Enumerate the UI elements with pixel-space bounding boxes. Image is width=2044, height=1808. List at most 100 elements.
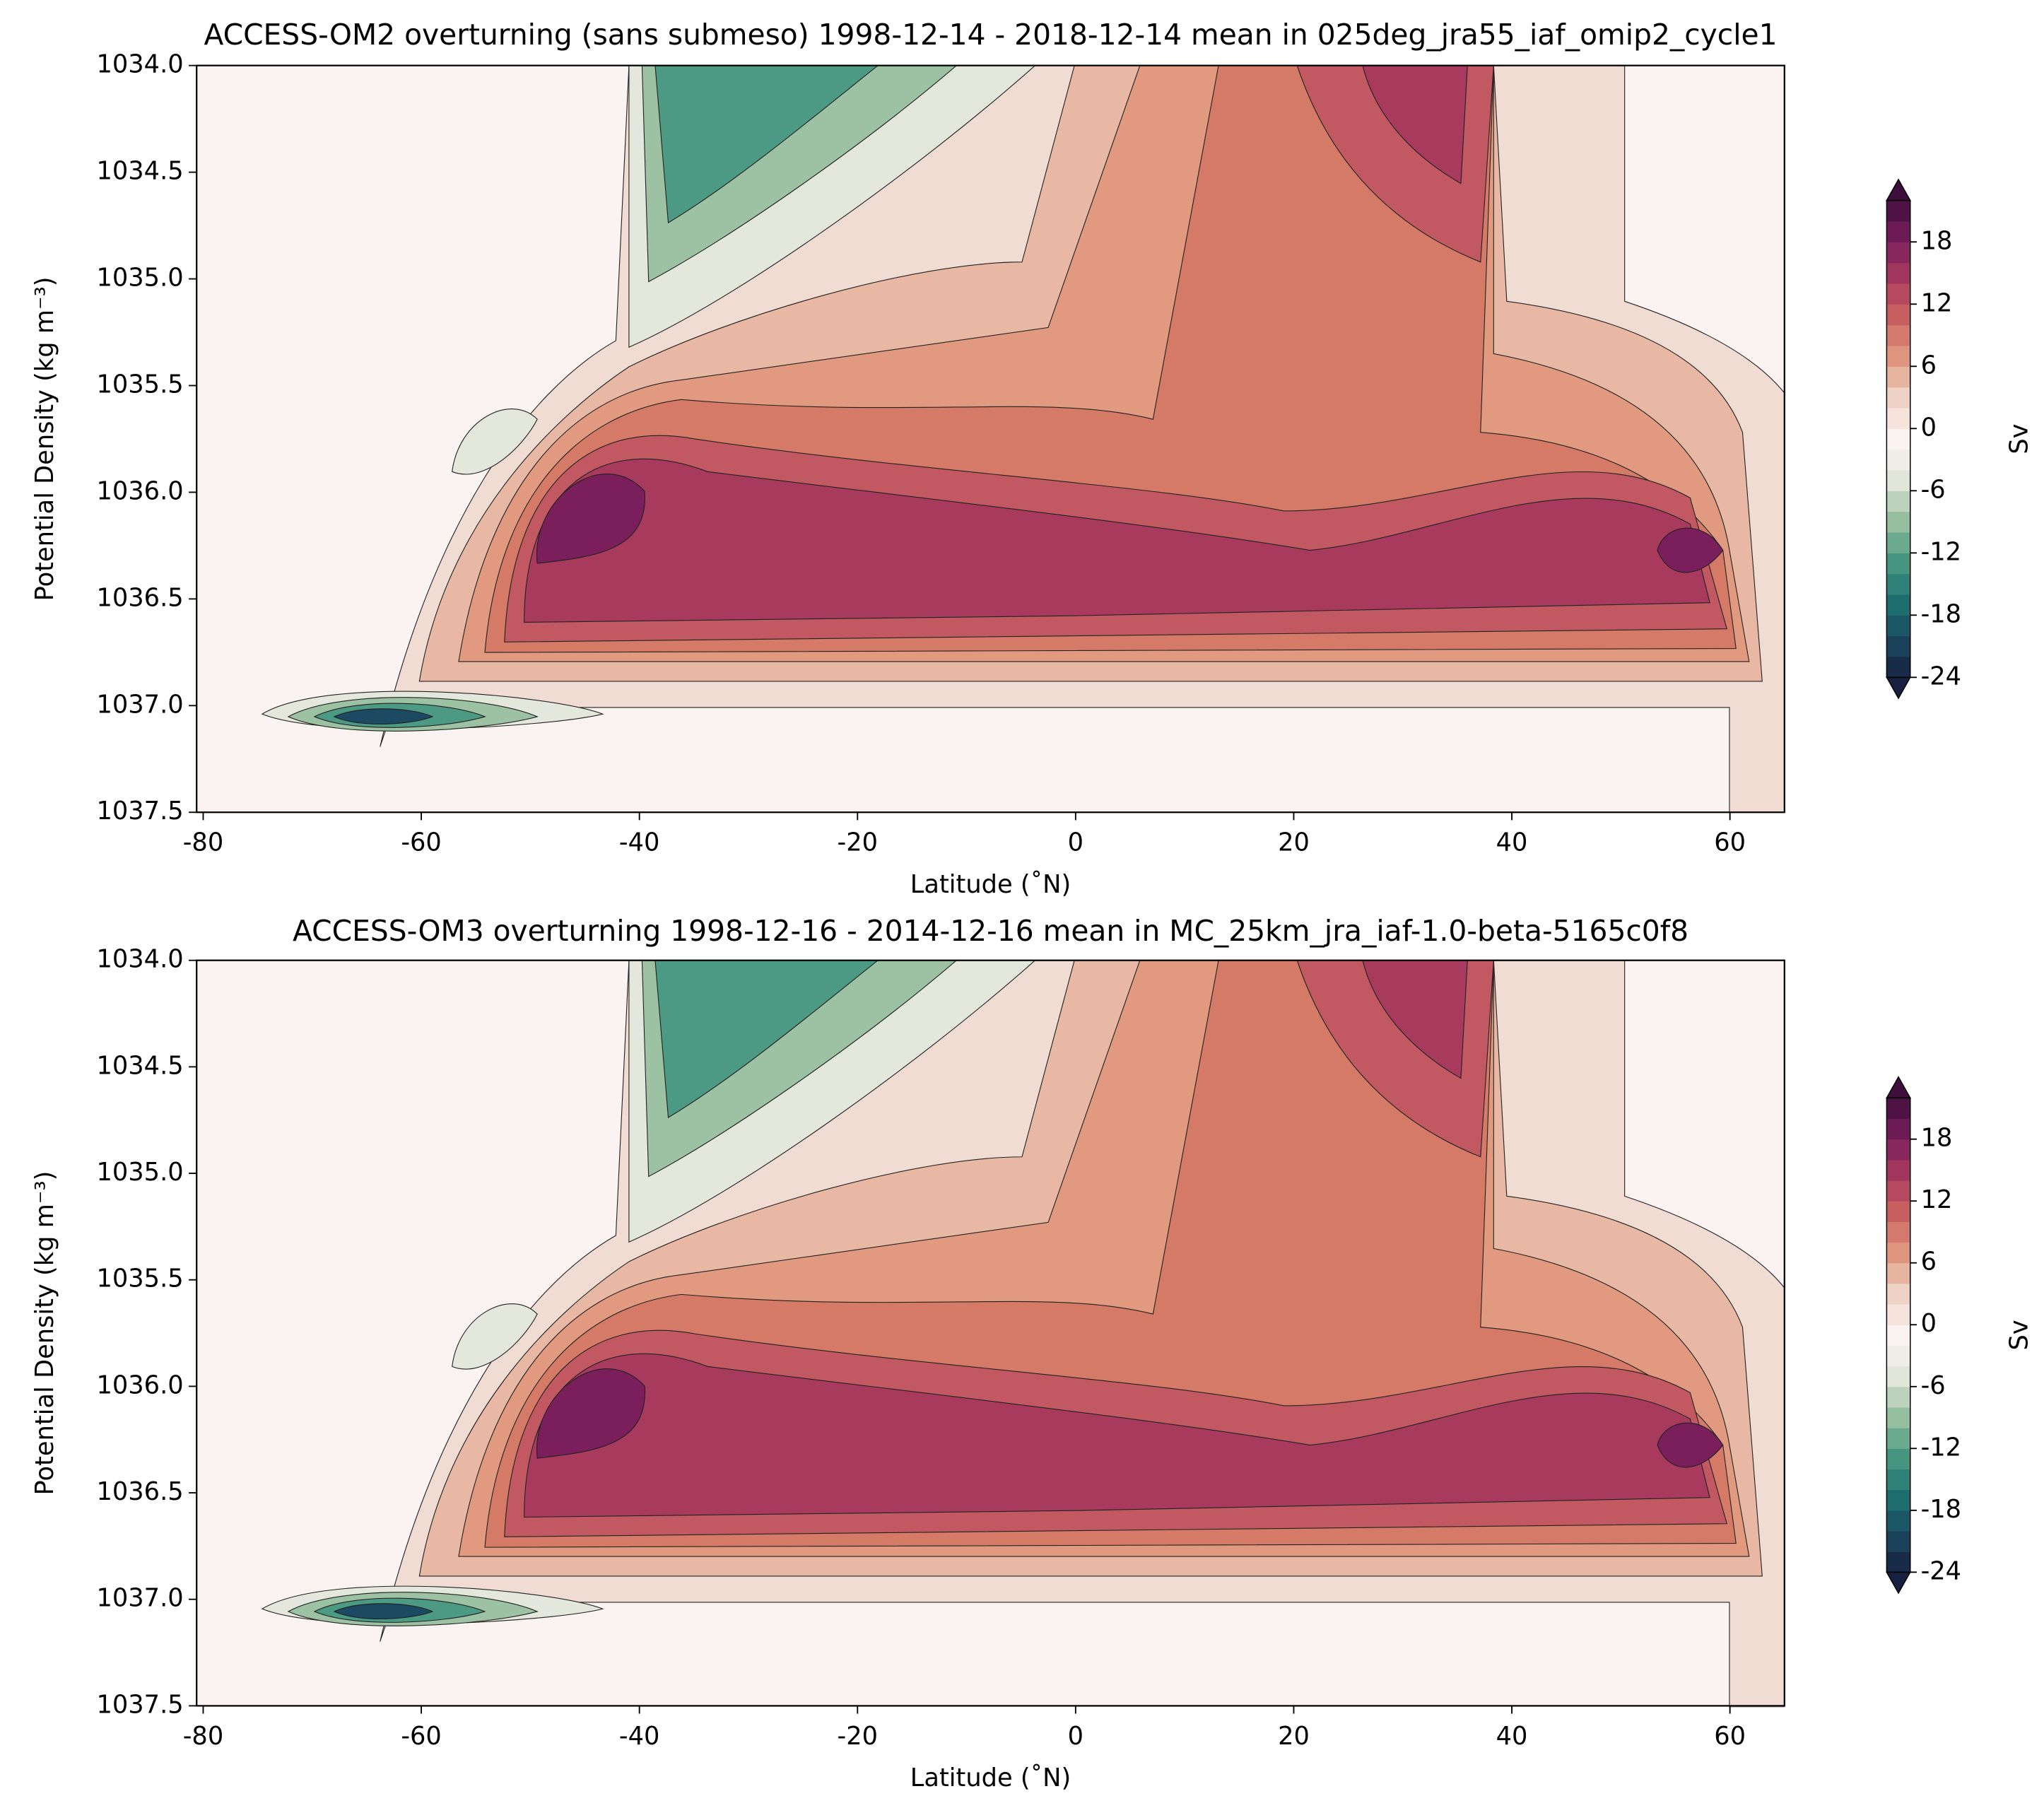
colorbar-tick-label: 12 [1921,288,1953,317]
colorbar-tick-label: 18 [1921,1124,1953,1153]
x-tick-label: 0 [1068,828,1083,857]
y-tick-label: 1034.5 [96,157,183,186]
colorbar-tick-label: 0 [1921,1309,1937,1338]
colorbar-segment [1886,1262,1910,1284]
x-tick-label: -40 [619,1722,660,1751]
x-tick-label: -60 [401,1722,442,1751]
colorbar-segment [1886,1469,1910,1491]
colorbar-segment [1886,491,1910,512]
colorbar-tick-label: -12 [1921,1433,1962,1462]
colorbar-segment [1886,615,1910,637]
axes-frame [196,64,1785,814]
colorbar-tick-label: -24 [1921,662,1962,691]
x-tick-label: 40 [1496,1722,1528,1751]
colorbar-segment [1886,428,1910,450]
colorbar-extend [1886,1076,1912,1099]
colorbar-segment [1886,1201,1910,1222]
colorbar-segment [1886,1098,1910,1120]
colorbar-segment [1886,407,1910,429]
colorbar-segment [1886,304,1910,326]
colorbar-segment [1886,387,1910,409]
colorbar-segment [1886,1551,1910,1573]
colorbar-segment [1886,200,1910,222]
y-tick-label: 1036.0 [96,1370,183,1399]
colorbar-segment [1886,1139,1910,1161]
y-tick-label: 1037.5 [96,797,183,826]
x-tick-label: -40 [619,828,660,857]
y-tick-label: 1035.5 [96,370,183,399]
x-tick-label: 40 [1496,828,1528,857]
y-tick-label: 1034.0 [96,50,183,79]
colorbar-segment [1886,1366,1910,1387]
y-axis-label: Potential Density (kg m⁻³) [30,277,59,601]
colorbar-segment [1886,656,1910,678]
y-axis-label: Potential Density (kg m⁻³) [30,1171,59,1496]
colorbar-segment [1886,1118,1910,1140]
x-tick-label: -20 [838,1722,879,1751]
colorbar-label: Sv [2004,423,2033,454]
colorbar-tick-label: 12 [1921,1185,1953,1214]
axes-frame [196,959,1785,1707]
colorbar-segment [1886,283,1910,305]
y-tick-label: 1034.0 [96,945,183,974]
y-tick-label: 1036.0 [96,476,183,505]
colorbar-segment [1886,1325,1910,1346]
colorbar-segment [1886,469,1910,491]
colorbar-segment [1886,1345,1910,1367]
y-tick-label: 1035.5 [96,1264,183,1293]
colorbar-tick-label: -18 [1921,599,1962,628]
colorbar-segment [1886,511,1910,533]
colorbar-segment [1886,1386,1910,1408]
y-tick-label: 1034.5 [96,1051,183,1080]
colorbar-label: Sv [2004,1320,2033,1350]
colorbar-segment [1886,1242,1910,1264]
colorbar-segment [1886,242,1910,264]
x-tick-label: -20 [838,828,879,857]
x-axis-label: Latitude (˚N) [910,1763,1071,1792]
colorbar-tick-label: -6 [1921,1371,1946,1400]
colorbar-segment [1886,449,1910,471]
x-tick-label: -80 [183,1722,223,1751]
x-tick-label: -80 [183,828,223,857]
x-tick-label: 20 [1278,828,1310,857]
colorbar-segment [1886,345,1910,367]
y-tick-label: 1036.5 [96,1477,183,1506]
x-tick-label: 60 [1714,828,1746,857]
colorbar-segment [1886,1510,1910,1532]
y-tick-label: 1037.0 [96,690,183,719]
colorbar-tick-label: -24 [1921,1556,1962,1585]
x-tick-label: 60 [1714,1722,1746,1751]
x-tick-label: 0 [1068,1722,1083,1751]
colorbar-segment [1886,221,1910,242]
colorbar-segment [1886,1221,1910,1243]
y-tick-label: 1037.0 [96,1584,183,1613]
colorbar-segment [1886,1407,1910,1428]
colorbar-segment [1886,1159,1910,1181]
y-tick-label: 1035.0 [96,264,183,293]
x-axis-label: Latitude (˚N) [910,870,1071,899]
colorbar-tick-label: 18 [1921,226,1953,255]
y-tick-label: 1037.5 [96,1690,183,1719]
colorbar-segment [1886,635,1910,657]
colorbar-segment [1886,324,1910,346]
colorbar-segment [1886,1180,1910,1202]
colorbar-segment [1886,1304,1910,1325]
colorbar-tick-label: 0 [1921,413,1937,442]
x-tick-label: -60 [401,828,442,857]
colorbar-segment [1886,594,1910,616]
colorbar-segment [1886,262,1910,284]
colorbar-tick-label: -6 [1921,475,1946,504]
x-tick-label: 20 [1278,1722,1310,1751]
colorbar-segment [1886,1428,1910,1449]
colorbar-segment [1886,532,1910,553]
colorbar-segment [1886,1530,1910,1552]
y-tick-label: 1035.0 [96,1158,183,1187]
colorbar-tick-label: -12 [1921,537,1962,566]
colorbar-segment [1886,366,1910,388]
chart-title: ACCESS-OM2 overturning (sans submeso) 19… [204,18,1777,52]
colorbar-tick-label: -18 [1921,1495,1962,1524]
colorbar-frame [1886,199,1911,679]
colorbar-tick-label: 6 [1921,351,1937,380]
colorbar-extend [1886,1571,1912,1595]
